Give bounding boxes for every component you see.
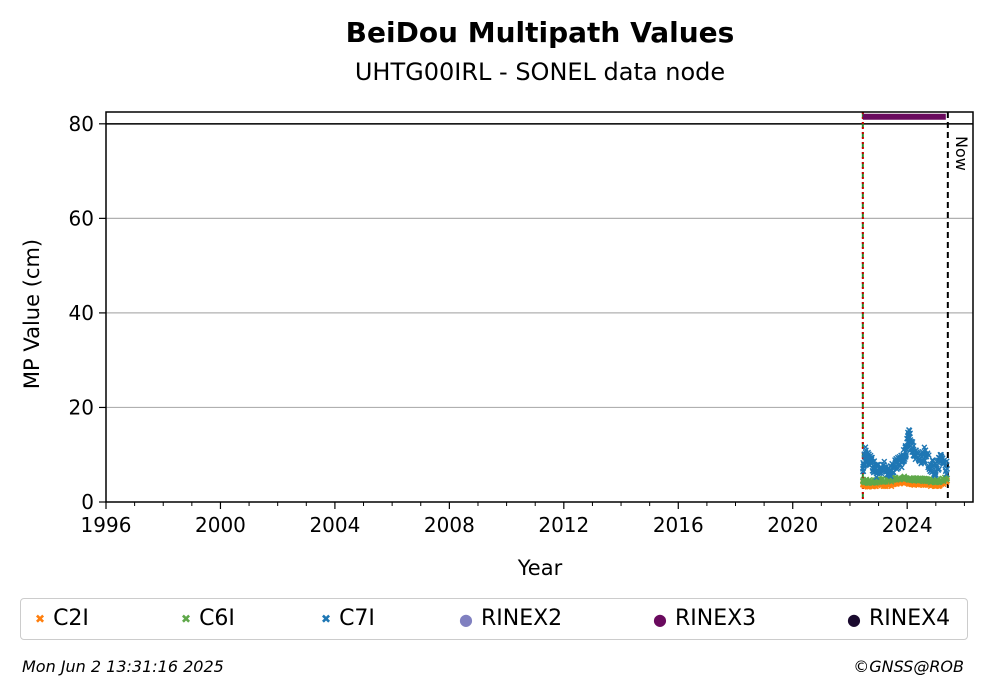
legend-marker-icon: ✖ xyxy=(321,612,331,626)
series-c7i xyxy=(860,428,949,480)
legend-marker-icon: ● xyxy=(653,610,667,629)
legend-label: C2I xyxy=(53,606,89,631)
now-line-label: Now xyxy=(952,136,971,171)
legend-item-c2i: ✖ C2I xyxy=(35,606,89,631)
credit-footer: ©GNSS@ROB xyxy=(853,657,964,676)
legend-label: C6I xyxy=(199,606,235,631)
legend-label: RINEX2 xyxy=(481,606,562,631)
y-tick-label: 0 xyxy=(81,490,94,514)
x-tick-label: 2012 xyxy=(538,513,589,537)
x-tick-label: 2024 xyxy=(882,513,933,537)
y-axis-label: MP Value (cm) xyxy=(20,239,44,389)
legend-marker-icon: ● xyxy=(459,610,473,629)
legend-item-rinex2: ● RINEX2 xyxy=(459,606,562,631)
legend-label: C7I xyxy=(339,606,375,631)
x-tick-label: 1996 xyxy=(81,513,132,537)
chart-legend: ✖ C2I ✖ C6I ✖ C7I ● RINEX2 ● RINEX3 ● RINEX4 xyxy=(20,598,968,640)
y-tick-label: 80 xyxy=(69,112,94,136)
legend-marker-icon: ● xyxy=(847,610,861,629)
chart-canvas: 0 20 40 60 80 1996 2000 2004 2008 2012 2016 2020 202… xyxy=(0,0,992,699)
y-tick-label: 40 xyxy=(69,301,94,325)
legend-item-rinex3: ● RINEX3 xyxy=(653,606,756,631)
axes-frame xyxy=(106,112,973,502)
legend-item-c6i: ✖ C6I xyxy=(181,606,235,631)
legend-item-rinex4: ● RINEX4 xyxy=(847,606,950,631)
x-tick-label: 2000 xyxy=(195,513,246,537)
x-axis-label: Year xyxy=(517,556,563,580)
x-tick-label: 2004 xyxy=(309,513,360,537)
y-tick-label: 60 xyxy=(69,206,94,230)
legend-marker-icon: ✖ xyxy=(181,612,191,626)
legend-marker-icon: ✖ xyxy=(35,612,45,626)
legend-label: RINEX4 xyxy=(869,606,950,631)
legend-label: RINEX3 xyxy=(675,606,756,631)
x-tick-label: 2008 xyxy=(424,513,475,537)
x-tick-label: 2016 xyxy=(653,513,704,537)
y-tick-label: 20 xyxy=(69,395,94,419)
legend-item-c7i: ✖ C7I xyxy=(321,606,375,631)
x-tick-label: 2020 xyxy=(767,513,818,537)
timestamp-footer: Mon Jun 2 13:31:16 2025 xyxy=(22,657,224,676)
